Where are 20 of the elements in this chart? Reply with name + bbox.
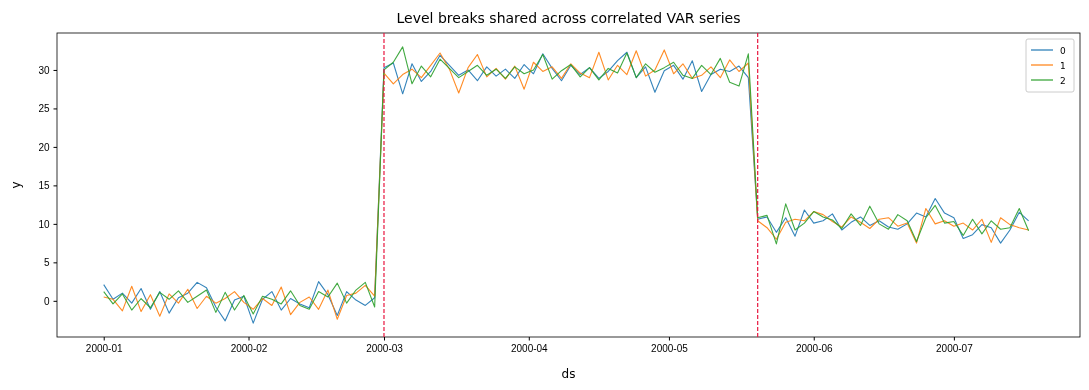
x-tick-label: 2000-02 bbox=[230, 342, 268, 354]
y-tick-label: 10 bbox=[38, 218, 50, 230]
y-tick-label: 20 bbox=[38, 141, 50, 153]
y-axis-title: y bbox=[9, 181, 23, 189]
x-tick-label: 2000-07 bbox=[936, 342, 974, 354]
y-tick-label: 30 bbox=[38, 64, 50, 76]
x-tick-label: 2000-06 bbox=[795, 342, 834, 354]
legend-label: 0 bbox=[1060, 45, 1066, 56]
legend-label: 2 bbox=[1060, 75, 1066, 86]
y-tick-label: 5 bbox=[43, 257, 50, 269]
x-tick-label: 2000-01 bbox=[85, 342, 123, 354]
y-tick-label: 25 bbox=[38, 103, 50, 115]
x-tick-label: 2000-05 bbox=[651, 342, 689, 354]
chart-title: Level breaks shared across correlated VAR series bbox=[396, 10, 741, 26]
y-tick-label: 15 bbox=[38, 180, 50, 192]
legend-label: 1 bbox=[1060, 60, 1066, 71]
x-tick-label: 2000-04 bbox=[510, 342, 549, 354]
x-axis-title: ds bbox=[561, 367, 576, 381]
y-tick-label: 0 bbox=[43, 295, 50, 307]
x-tick-label: 2000-03 bbox=[366, 342, 404, 354]
